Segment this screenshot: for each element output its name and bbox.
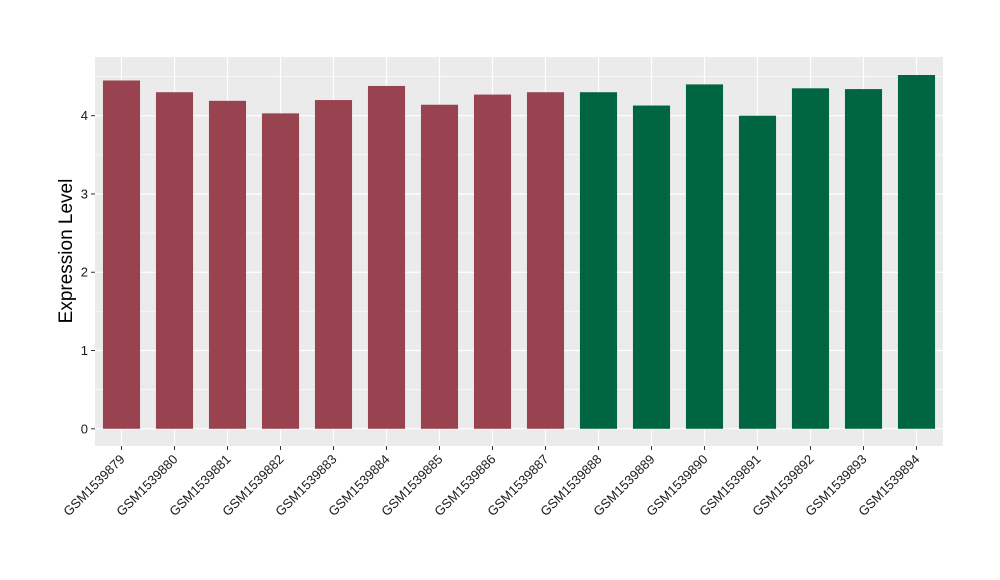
y-tick-label: 0 (81, 421, 88, 436)
bar-gsm1539886 (473, 94, 512, 429)
bar-gsm1539889 (632, 105, 671, 429)
bar-gsm1539887 (526, 92, 565, 429)
bar-gsm1539880 (155, 92, 194, 429)
x-axis: GSM1539879GSM1539880GSM1539881GSM1539882… (60, 446, 923, 519)
bar-gsm1539890 (685, 84, 724, 429)
y-tick-label: 4 (81, 108, 88, 123)
bar-gsm1539888 (579, 92, 618, 429)
bar-gsm1539879 (102, 80, 141, 429)
bar-gsm1539882 (261, 113, 300, 429)
bar-gsm1539894 (897, 75, 936, 429)
y-axis-title: Expression Level (56, 179, 77, 324)
bars (102, 75, 936, 429)
y-axis: 0 1 2 3 4 (81, 108, 95, 436)
bar-gsm1539893 (844, 89, 883, 429)
bar-gsm1539891 (738, 115, 777, 429)
y-tick-label: 3 (81, 186, 88, 201)
bar-gsm1539892 (791, 88, 830, 429)
bar-gsm1539883 (314, 100, 353, 429)
y-tick-label: 1 (81, 343, 88, 358)
y-tick-label: 2 (81, 265, 88, 280)
bar-gsm1539881 (208, 100, 247, 429)
bar-gsm1539885 (420, 104, 459, 429)
bar-gsm1539884 (367, 85, 406, 429)
